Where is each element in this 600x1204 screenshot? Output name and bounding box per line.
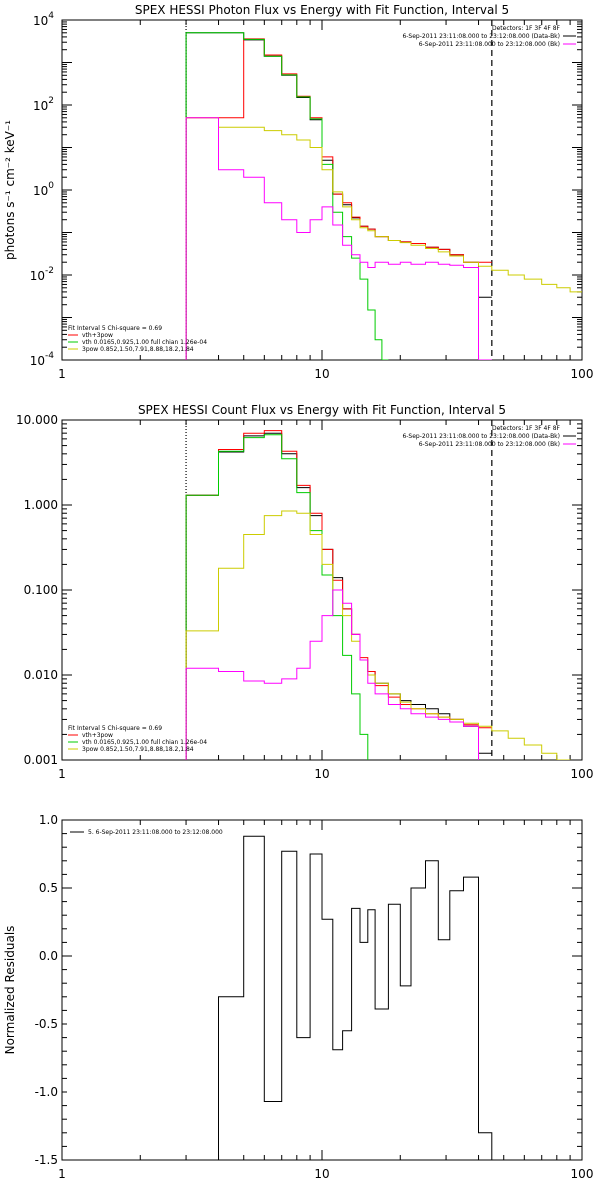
y-tick-base: 10 <box>33 99 48 113</box>
y-tick-label: 10.000 <box>16 413 58 427</box>
series-group <box>185 32 582 360</box>
info-line-2: 6-Sep-2011 23:11:08.000 to 23:12:08.000 … <box>402 33 560 40</box>
y-tick-label: 0.010 <box>24 668 58 682</box>
fit-legend-title: Fit Interval 5 Chi-square = 0.69 <box>68 725 162 732</box>
series-line-1 <box>185 432 492 760</box>
info-line-3: 6-Sep-2011 23:11:08.000 to 23:12:08.000 … <box>419 41 560 48</box>
chart-panel-2: SPEX HESSI Count Flux vs Energy with Fit… <box>16 403 594 781</box>
y-tick-base: 10 <box>30 354 45 368</box>
x-tick-label: 1 <box>58 767 66 781</box>
y-tick-label: 10-4 <box>30 351 55 368</box>
series-line-4 <box>185 510 571 760</box>
y-tick-label: 102 <box>33 96 54 113</box>
fit-legend-entry: 3pow 0.852,1.50,7.91,8.88,18.2,1.84 <box>82 746 194 753</box>
y-tick-label: 0.5 <box>39 881 58 895</box>
series-group <box>186 835 493 1160</box>
info-line-1: Detectors: 1F 3F 4F 8F <box>492 425 561 432</box>
series-line-5 <box>185 589 479 760</box>
x-tick-label: 100 <box>571 767 594 781</box>
chart-title: SPEX HESSI Photon Flux vs Energy with Fi… <box>135 3 509 17</box>
x-tick-label: 1 <box>58 1167 66 1181</box>
x-tick-label: 100 <box>571 1167 594 1181</box>
series-line-5 <box>185 117 492 360</box>
series-line-2 <box>185 38 492 360</box>
series-line-2 <box>185 430 492 760</box>
y-tick-exponent: 0 <box>48 181 54 191</box>
info-line-2: 6-Sep-2011 23:11:08.000 to 23:12:08.000 … <box>402 433 560 440</box>
x-tick-label: 100 <box>571 367 594 381</box>
y-tick-label: 0.001 <box>24 753 58 767</box>
series-line-3 <box>185 32 389 360</box>
y-tick-label: 100 <box>33 181 54 198</box>
y-tick-label: 1.0 <box>39 813 58 827</box>
plot-frame <box>61 19 583 361</box>
y-axis-label: Normalized Residuals <box>3 926 17 1055</box>
series-group <box>185 430 571 760</box>
y-tick-base: 10 <box>30 269 45 283</box>
plot-frame <box>61 419 583 761</box>
y-tick-exponent: 2 <box>48 96 54 106</box>
chart-panel-3: 1 10 100 -1.5 -1.0 -0.5 0.0 0.5 1.0 Normalized Re… <box>3 813 593 1181</box>
series-line-1 <box>186 835 493 1160</box>
fit-legend-title: Fit Interval 5 Chi-square = 0.69 <box>68 325 162 332</box>
fit-legend-entry: vth+3pow <box>82 732 113 739</box>
x-tick-label: 10 <box>314 1167 329 1181</box>
fit-legend-entry: 3pow 0.852,1.50,7.91,8.88,18.2,1.84 <box>82 346 194 353</box>
x-tick-label: 10 <box>314 767 329 781</box>
y-tick-base: 10 <box>33 14 48 28</box>
y-tick-label: 104 <box>33 11 54 28</box>
fit-legend-entry: vth+3pow <box>82 332 113 339</box>
fit-legend-entry: vth 0.0165,0.925,1.00 full chian 1.26e-0… <box>82 739 207 746</box>
y-tick-exponent: -2 <box>45 266 54 276</box>
chart-panel-1: SPEX HESSI Photon Flux vs Energy with Fi… <box>3 3 593 381</box>
x-tick-label: 10 <box>314 367 329 381</box>
chart-title: SPEX HESSI Count Flux vs Energy with Fit… <box>138 403 506 417</box>
y-tick-label: -0.5 <box>35 1017 58 1031</box>
info-line-1: Detectors: 1F 3F 4F 8F <box>492 25 561 32</box>
series-line-3 <box>185 434 369 760</box>
y-tick-exponent: -4 <box>45 351 54 361</box>
x-tick-label: 1 <box>58 367 66 381</box>
y-tick-label: 1.000 <box>24 498 58 512</box>
series-line-1 <box>185 32 492 360</box>
y-tick-label: -1.0 <box>35 1085 58 1099</box>
y-tick-label: 0.100 <box>24 583 58 597</box>
y-tick-label: 10-2 <box>30 266 54 283</box>
y-tick-exponent: 4 <box>48 11 54 21</box>
y-tick-base: 10 <box>33 184 48 198</box>
info-line-3: 6-Sep-2011 23:11:08.000 to 23:12:08.000 … <box>419 441 560 448</box>
y-tick-label: 0.0 <box>39 949 58 963</box>
residual-legend-text: 5. 6-Sep-2011 23:11:08.000 to 23:12:08.0… <box>88 829 223 836</box>
y-axis-label: photons s⁻¹ cm⁻² keV⁻¹ <box>3 120 17 260</box>
fit-legend-entry: vth 0.0165,0.925,1.00 full chian 1.26e-0… <box>82 339 207 346</box>
series-line-4 <box>185 117 582 360</box>
y-tick-label: -1.5 <box>35 1153 58 1167</box>
